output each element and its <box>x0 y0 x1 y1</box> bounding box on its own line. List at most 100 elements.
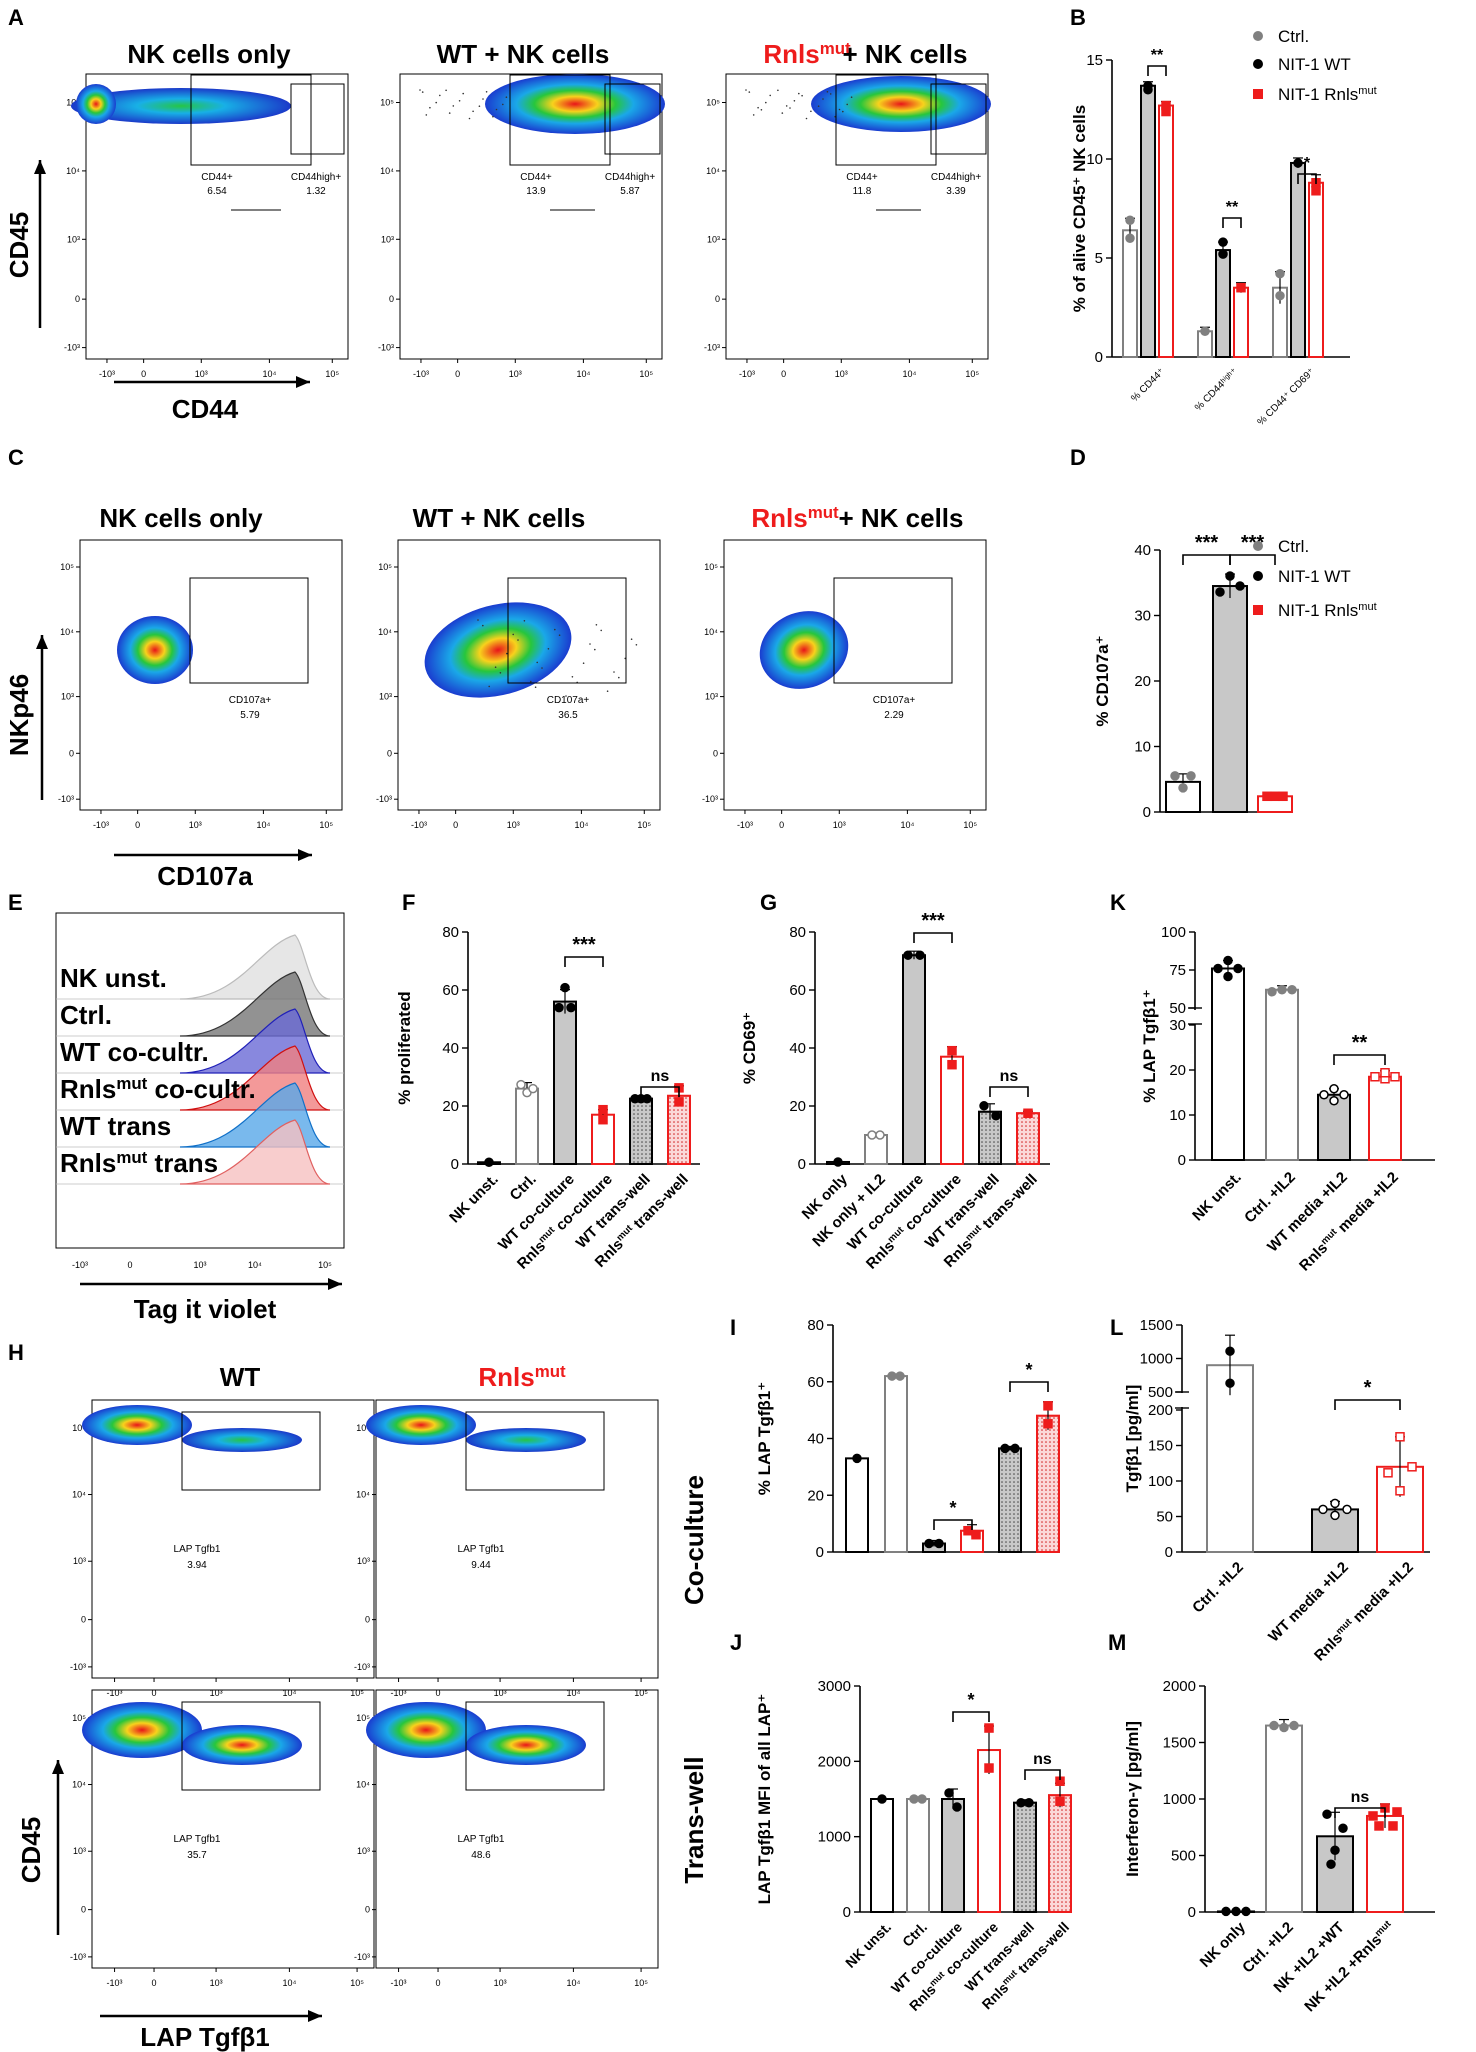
event-dot <box>517 639 519 641</box>
data-point <box>1329 1084 1339 1094</box>
density-blob <box>466 1725 586 1765</box>
data-point <box>1270 791 1280 802</box>
bar <box>845 1457 869 1554</box>
text-part: Rnls <box>751 503 807 533</box>
y-tick-label: 10 <box>1086 151 1103 168</box>
x-tick-label: 10³ <box>509 369 522 379</box>
x-tick-label: Ctrl. <box>899 1919 930 1950</box>
significance-bracket <box>1334 1399 1401 1410</box>
plot-frame <box>397 539 661 811</box>
y-tick-label: 10³ <box>381 234 394 244</box>
y-tick-label: 10⁴ <box>706 166 720 176</box>
gate-cd44 <box>835 74 937 166</box>
x-tick-label: 10⁴ <box>282 1688 296 1698</box>
gate-name: CD44+ <box>846 172 878 183</box>
data-point <box>1235 581 1245 591</box>
y-tick-label: -10³ <box>58 794 74 804</box>
y-tick-label: 200 <box>1148 1402 1173 1419</box>
bar <box>902 954 926 1166</box>
bar <box>1368 1075 1402 1161</box>
y-tick-label: 0 <box>75 294 80 304</box>
y-tick-label: 10³ <box>357 1846 370 1856</box>
data-point <box>1269 1720 1279 1731</box>
x-tick-label: 0 <box>436 1688 441 1698</box>
y-tick-label: 10⁴ <box>72 1490 86 1500</box>
event-dot <box>485 91 488 93</box>
x-tick-label: 10³ <box>193 1260 206 1270</box>
y-tick-label: 20 <box>789 1098 806 1115</box>
y-tick-label: 40 <box>789 1040 806 1057</box>
panel-letter: J <box>730 1630 742 1655</box>
plot-frame <box>375 1689 659 1969</box>
x-tick-label: NK unst. <box>446 1171 502 1227</box>
data-point <box>1225 1346 1235 1356</box>
significance-label: * <box>967 1690 974 1710</box>
gate-lap <box>465 1701 605 1791</box>
x-tick-label: 10³ <box>195 369 208 379</box>
y-tick-label: 10⁴ <box>704 627 718 637</box>
x-tick-label: -10³ <box>739 369 755 379</box>
plot-title: NK cells only <box>99 503 263 533</box>
density-blob <box>76 84 116 124</box>
significance-bracket <box>640 1086 680 1097</box>
event-dot <box>777 89 779 92</box>
data-point <box>852 1453 862 1464</box>
event-dot <box>745 89 747 91</box>
data-point <box>1024 1798 1034 1808</box>
plot-title: NK cells only <box>127 39 291 69</box>
bar <box>1212 585 1248 814</box>
event-dot <box>472 110 474 113</box>
y-tick-label: 0 <box>1095 349 1103 366</box>
data-point <box>1318 1504 1328 1515</box>
event-dot <box>630 638 633 640</box>
data-point <box>909 1794 919 1804</box>
x-tick-label: 10⁴ <box>262 369 276 379</box>
y-axis-label: CD45 <box>16 1817 46 1883</box>
plot-frame <box>725 73 989 360</box>
x-tick-label: 10⁵ <box>318 1260 332 1270</box>
y-tick-label: 100 <box>1148 1473 1173 1490</box>
significance-bracket <box>1333 1054 1386 1065</box>
data-point <box>1368 1811 1378 1821</box>
event-dot <box>547 648 550 650</box>
significance-bracket <box>1024 1769 1061 1780</box>
event-dot <box>571 676 574 678</box>
axis-break <box>1188 1010 1202 1024</box>
x-tick-label: 10⁴ <box>900 820 914 830</box>
x-tick-label: -10³ <box>72 1260 88 1270</box>
x-tick-label: 0 <box>127 1260 132 1270</box>
x-tick-label: 10³ <box>210 1688 223 1698</box>
y-tick-label: 1000 <box>1163 1791 1196 1808</box>
text-part: Rnls <box>60 1148 116 1178</box>
significance-bracket <box>989 1086 1029 1097</box>
gate-value: 5.79 <box>240 710 260 721</box>
event-dot <box>600 629 602 632</box>
bar <box>1206 1364 1254 1553</box>
y-tick-label: 80 <box>807 1317 824 1334</box>
text-part: media +IL2 <box>1347 1559 1417 1629</box>
data-point <box>903 950 913 960</box>
y-tick-label: 2000 <box>1163 1678 1196 1695</box>
y-tick-label: 10⁴ <box>66 166 80 176</box>
data-point <box>915 950 925 960</box>
arrow-head <box>328 1278 342 1290</box>
event-dot <box>439 94 441 97</box>
significance-label: * <box>1025 1360 1032 1380</box>
y-axis-label: Interferon-γ [pg/ml] <box>1123 1721 1142 1877</box>
x-tick-label: Ctrl. +IL2 <box>1189 1559 1247 1617</box>
y-tick-label: 10 <box>1169 1107 1186 1124</box>
y-axis-label: % proliferated <box>395 991 414 1104</box>
y-tick-label: 40 <box>442 1040 459 1057</box>
bar <box>1317 1093 1351 1161</box>
data-point <box>1016 1798 1026 1808</box>
plot-frame <box>723 539 987 811</box>
x-tick-label: -10³ <box>737 820 753 830</box>
x-tick-label: NK unst. <box>1189 1169 1245 1225</box>
significance-label: ** <box>1226 199 1239 216</box>
density-blob <box>485 74 665 134</box>
x-tick-label: 10³ <box>189 820 202 830</box>
histogram-peak <box>179 934 331 1000</box>
bar-pattern <box>1036 1414 1060 1554</box>
event-dot <box>594 648 596 651</box>
density-blob <box>82 1405 192 1445</box>
